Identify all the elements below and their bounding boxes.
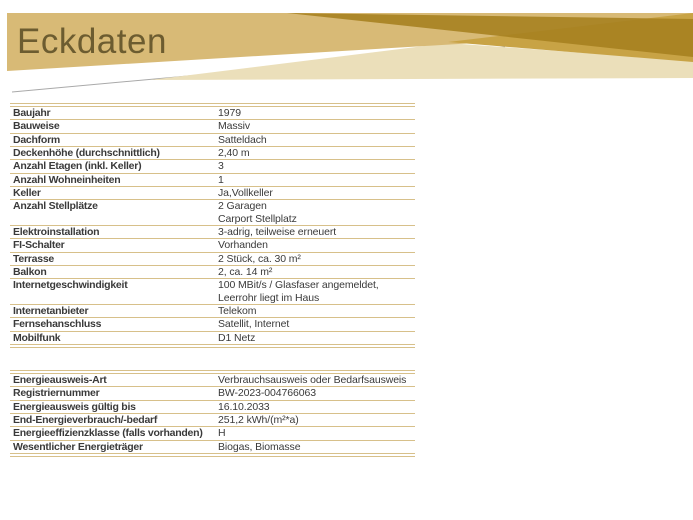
row-value: Verbrauchsausweis oder Bedarfsausweis — [218, 374, 407, 386]
table-row: Anzahl Stellplätze 2 Garagen Carport Stell… — [10, 199, 415, 225]
row-label: Bauweise — [13, 120, 60, 133]
table-row: FI-Schalter Vorhanden — [10, 238, 415, 251]
row-label: Anzahl Wohneinheiten — [13, 173, 121, 186]
row-value: 1979 — [218, 107, 241, 119]
row-label: Dachform — [13, 133, 61, 146]
row-value: 100 MBit/s / Glasfaser angemeldet, Leerro… — [218, 279, 379, 304]
table-row: Baujahr 1979 — [10, 106, 415, 119]
row-value: Biogas, Biomasse — [218, 440, 301, 453]
row-value: 16.10.2033 — [218, 400, 270, 413]
table-row: Keller Ja,Vollkeller — [10, 185, 415, 199]
slide-header: Eckdaten — [0, 0, 693, 110]
row-label: Energieausweis-Art — [13, 374, 107, 386]
energy-table: Energieausweis-Art Verbrauchsausweis oder… — [10, 370, 415, 457]
table-row: Anzahl Etagen (inkl. Keller) 3 — [10, 159, 415, 172]
row-label: Mobilfunk — [13, 331, 61, 344]
table-row: Internetanbieter Telekom — [10, 303, 415, 317]
row-value: Ja,Vollkeller — [218, 186, 273, 199]
header-decoration — [7, 13, 693, 93]
table-row: Bauweise Massiv — [10, 119, 415, 132]
row-label: Internetgeschwindigkeit — [13, 279, 128, 292]
row-value: Telekom — [218, 304, 257, 317]
row-value: H — [218, 427, 226, 440]
row-value: Satteldach — [218, 133, 267, 146]
table-row: Fernsehanschluss Satellit, Internet — [10, 317, 415, 330]
row-label: Anzahl Stellplätze — [13, 200, 98, 213]
table-row: Anzahl Wohneinheiten 1 — [10, 172, 415, 186]
row-label: Wesentlicher Energieträger — [13, 440, 143, 453]
row-value: Vorhanden — [218, 239, 268, 252]
row-value: 3-adrig, teilweise erneuert — [218, 225, 337, 238]
table-row: Terrasse 2 Stück, ca. 30 m² — [10, 251, 415, 265]
table-row: Mobilfunk D1 Netz — [10, 330, 415, 345]
cream-triangle — [150, 43, 693, 80]
table-row: Elektroinstallation 3-adrig, teilweise er… — [10, 224, 415, 238]
table-row: Energieausweis gültig bis 16.10.2033 — [10, 399, 415, 413]
row-label: Energieeffizienzklasse (falls vorhanden) — [13, 427, 203, 440]
row-value: 3 — [218, 160, 224, 173]
row-value: 1 — [218, 173, 224, 186]
row-label: Anzahl Etagen (inkl. Keller) — [13, 160, 142, 173]
row-value: Massiv — [218, 120, 251, 133]
row-label: FI-Schalter — [13, 239, 65, 252]
table-row: Energieausweis-Art Verbrauchsausweis oder… — [10, 373, 415, 386]
table-row: Deckenhöhe (durchschnittlich) 2,40 m — [10, 145, 415, 159]
row-label: End-Energieverbrauch/-bedarf — [13, 413, 158, 426]
gold-dark-triangle — [287, 13, 693, 57]
row-value: 2 Stück, ca. 30 m² — [218, 252, 301, 265]
row-value: BW-2023-004766063 — [218, 387, 316, 400]
row-label: Terrasse — [13, 252, 55, 265]
row-label: Elektroinstallation — [13, 225, 100, 238]
table-row: End-Energieverbrauch/-bedarf 251,2 kWh/(m… — [10, 412, 415, 426]
table-row: Dachform Satteldach — [10, 132, 415, 146]
facts-table: Baujahr 1979 Bauweise Massiv Dachform Satteld… — [10, 103, 415, 348]
row-value: Satellit, Internet — [218, 318, 290, 331]
row-value: 2,40 m — [218, 146, 250, 159]
row-label: Balkon — [13, 265, 47, 278]
page-title: Eckdaten — [17, 22, 167, 61]
row-label: Keller — [13, 186, 41, 199]
row-value: 2, ca. 14 m² — [218, 265, 273, 278]
table-row: Energieeffizienzklasse (falls vorhanden)… — [10, 426, 415, 439]
row-value: D1 Netz — [218, 331, 256, 344]
row-label: Fernsehanschluss — [13, 318, 102, 331]
row-label: Baujahr — [13, 107, 51, 119]
row-label: Deckenhöhe (durchschnittlich) — [13, 146, 160, 159]
row-label: Registriernummer — [13, 387, 100, 400]
table-row: Balkon 2, ca. 14 m² — [10, 264, 415, 278]
row-value: 251,2 kWh/(m²*a) — [218, 413, 299, 426]
table-row: Internetgeschwindigkeit 100 MBit/s / Glas… — [10, 278, 415, 304]
row-label: Energieausweis gültig bis — [13, 400, 136, 413]
row-value: 2 Garagen Carport Stellplatz — [218, 200, 297, 225]
table-row: Registriernummer BW-2023-004766063 — [10, 386, 415, 399]
table-row: Wesentlicher Energieträger Biogas, Biomas… — [10, 439, 415, 454]
row-label: Internetanbieter — [13, 304, 89, 317]
